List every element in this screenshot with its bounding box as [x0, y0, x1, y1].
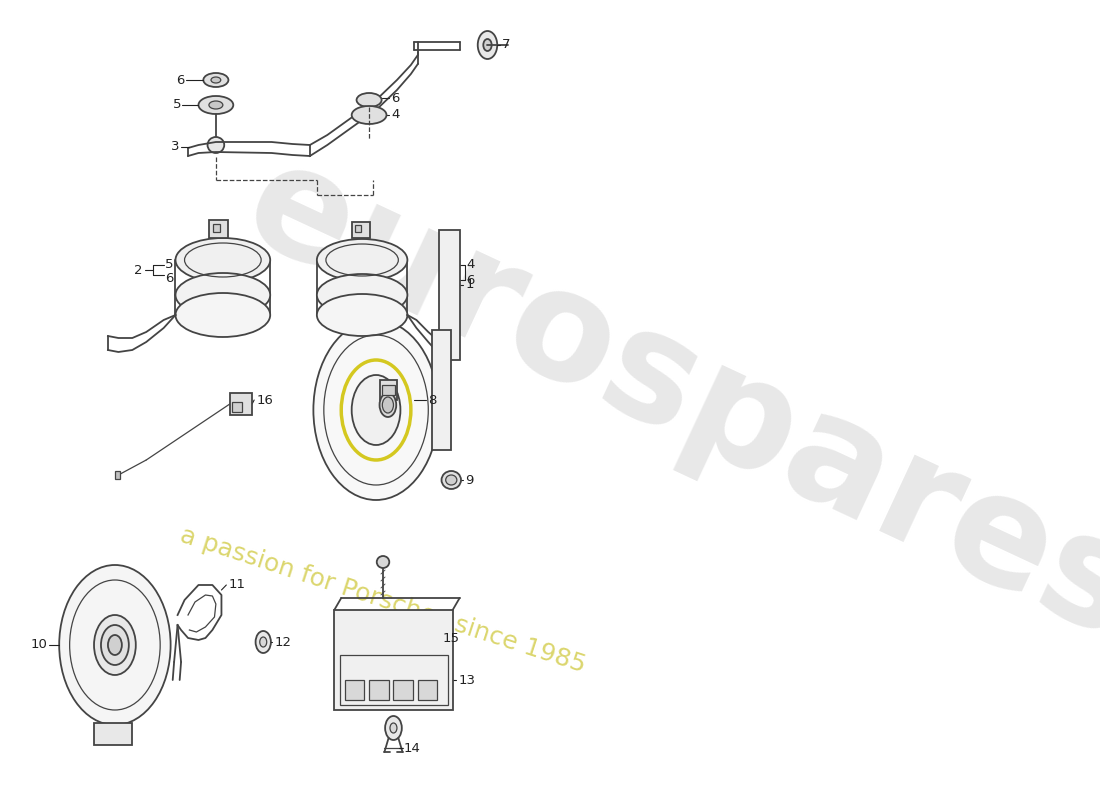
Ellipse shape [198, 96, 233, 114]
Text: 6: 6 [392, 91, 399, 105]
Circle shape [390, 723, 397, 733]
Text: 9: 9 [465, 474, 474, 486]
Circle shape [443, 322, 454, 338]
Circle shape [94, 615, 135, 675]
Bar [209, 220, 229, 238]
Bar [382, 385, 395, 395]
Circle shape [260, 637, 266, 647]
Text: 7: 7 [502, 38, 510, 51]
Bar [340, 655, 448, 705]
Text: 12: 12 [274, 635, 292, 649]
Bar [379, 380, 397, 400]
Ellipse shape [211, 77, 221, 83]
Circle shape [352, 375, 400, 445]
Bar [230, 393, 252, 415]
Text: 8: 8 [428, 394, 437, 406]
Text: 4: 4 [466, 258, 475, 271]
Ellipse shape [317, 294, 407, 336]
Bar [432, 330, 451, 450]
Circle shape [477, 31, 497, 59]
Circle shape [59, 565, 170, 725]
Text: 6: 6 [176, 74, 185, 86]
Bar [232, 402, 242, 412]
Ellipse shape [446, 475, 456, 485]
Ellipse shape [356, 93, 382, 107]
Text: 1: 1 [465, 278, 474, 291]
Circle shape [483, 39, 492, 51]
Ellipse shape [208, 137, 224, 153]
Ellipse shape [209, 101, 223, 109]
Ellipse shape [383, 397, 394, 413]
Text: 5: 5 [165, 258, 174, 271]
Text: 2: 2 [134, 263, 143, 277]
Circle shape [385, 716, 402, 740]
Text: 6: 6 [165, 271, 174, 285]
Ellipse shape [379, 393, 396, 417]
Text: 10: 10 [31, 638, 47, 651]
Ellipse shape [176, 238, 271, 282]
Bar [355, 225, 361, 232]
Bar [439, 230, 460, 360]
Ellipse shape [441, 471, 461, 489]
Text: a passion for Porsches since 1985: a passion for Porsches since 1985 [177, 523, 588, 677]
Bar [344, 680, 364, 700]
Bar [418, 680, 438, 700]
Bar [94, 723, 132, 745]
Text: 16: 16 [256, 394, 273, 406]
Text: 6: 6 [466, 274, 475, 286]
Bar [352, 222, 370, 238]
Text: 3: 3 [172, 141, 179, 154]
Text: 5: 5 [173, 98, 182, 111]
Circle shape [437, 418, 447, 432]
Circle shape [314, 320, 439, 500]
Ellipse shape [204, 73, 229, 87]
Bar [213, 224, 220, 232]
Ellipse shape [176, 273, 271, 317]
Text: 4: 4 [392, 109, 399, 122]
Text: 11: 11 [229, 578, 245, 591]
Ellipse shape [317, 239, 407, 281]
Bar [334, 610, 453, 710]
Ellipse shape [352, 106, 386, 124]
Circle shape [108, 635, 122, 655]
Ellipse shape [176, 293, 271, 337]
Ellipse shape [317, 274, 407, 316]
Bar [114, 471, 121, 479]
Ellipse shape [377, 556, 389, 568]
Circle shape [342, 618, 352, 632]
Text: 13: 13 [459, 674, 475, 686]
Text: 15: 15 [442, 631, 459, 645]
Circle shape [255, 631, 271, 653]
Circle shape [101, 625, 129, 665]
Bar [394, 680, 412, 700]
Text: eurospares: eurospares [223, 128, 1100, 672]
Bar [370, 680, 388, 700]
Text: 14: 14 [404, 742, 421, 754]
